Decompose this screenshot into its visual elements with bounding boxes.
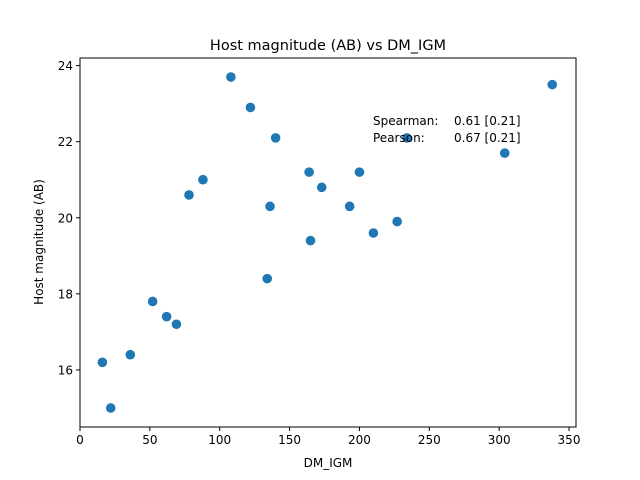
data-points	[97, 72, 558, 413]
x-tick-label: 250	[418, 433, 441, 447]
plot-frame	[79, 57, 577, 428]
data-point	[499, 148, 510, 158]
x-tick-label: 50	[142, 433, 157, 447]
y-axis-label: Host magnitude (AB)	[32, 179, 46, 305]
chart-title: Host magnitude (AB) vs DM_IGM	[210, 38, 446, 54]
data-point	[161, 311, 172, 322]
spearman-label: Spearman:	[373, 114, 438, 128]
y-tick-label: 18	[58, 287, 73, 301]
x-tick-label: 200	[348, 433, 371, 447]
y-tick-label: 24	[58, 59, 73, 73]
pearson-value: 0.67 [0.21]	[454, 131, 521, 145]
data-point	[402, 133, 412, 143]
y-tick-label: 20	[58, 211, 73, 225]
data-point	[226, 72, 236, 82]
data-point	[245, 102, 256, 113]
y-tick-label: 22	[58, 135, 73, 149]
data-point	[171, 319, 182, 330]
data-point	[147, 296, 158, 307]
data-point	[344, 201, 355, 212]
x-tick-label: 350	[558, 433, 581, 447]
x-tick-label: 150	[278, 433, 301, 447]
data-point	[262, 273, 273, 284]
data-point	[547, 79, 558, 90]
data-point	[97, 357, 108, 368]
data-point	[184, 190, 194, 200]
x-tick-label: 300	[488, 433, 511, 447]
data-point	[198, 174, 208, 185]
spearman-value: 0.61 [0.21]	[454, 114, 521, 128]
pearson-label: Pearson:	[373, 131, 425, 145]
data-point	[270, 133, 281, 143]
y-tick-label: 16	[58, 363, 73, 377]
x-tick-label: 100	[208, 433, 231, 447]
data-point	[105, 403, 116, 413]
data-point	[304, 167, 314, 177]
data-point	[265, 201, 275, 212]
data-point	[368, 228, 379, 238]
data-point	[354, 167, 365, 177]
data-point	[392, 216, 402, 227]
x-tick-label: 0	[76, 433, 84, 447]
x-axis-label: DM_IGM	[304, 456, 353, 470]
data-point	[305, 235, 316, 246]
axis-ticks: 0 50 100 150 200 250 300 350 16 18 20 22 24	[58, 59, 581, 447]
data-point	[316, 182, 327, 193]
data-point	[125, 349, 136, 360]
correlation-annotation: Spearman: 0.61 [0.21] Pearson: 0.67 [0.2…	[373, 114, 521, 145]
